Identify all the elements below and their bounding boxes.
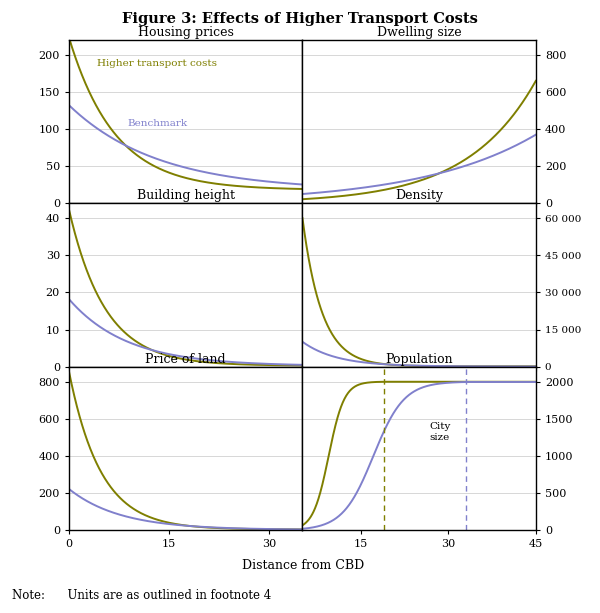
Title: Dwelling size: Dwelling size xyxy=(377,26,461,39)
Title: Density: Density xyxy=(395,189,443,202)
Title: Price of land: Price of land xyxy=(145,352,226,365)
Text: City
size: City size xyxy=(430,422,451,442)
Text: Note:      Units are as outlined in footnote 4: Note: Units are as outlined in footnote … xyxy=(12,589,271,602)
Text: Higher transport costs: Higher transport costs xyxy=(97,59,217,68)
Text: Figure 3: Effects of Higher Transport Costs: Figure 3: Effects of Higher Transport Co… xyxy=(122,12,478,26)
Title: Population: Population xyxy=(385,352,453,365)
Text: Distance from CBD: Distance from CBD xyxy=(242,559,364,572)
Title: Building height: Building height xyxy=(137,189,235,202)
Text: Benchmark: Benchmark xyxy=(127,120,187,129)
Title: Housing prices: Housing prices xyxy=(138,26,233,39)
